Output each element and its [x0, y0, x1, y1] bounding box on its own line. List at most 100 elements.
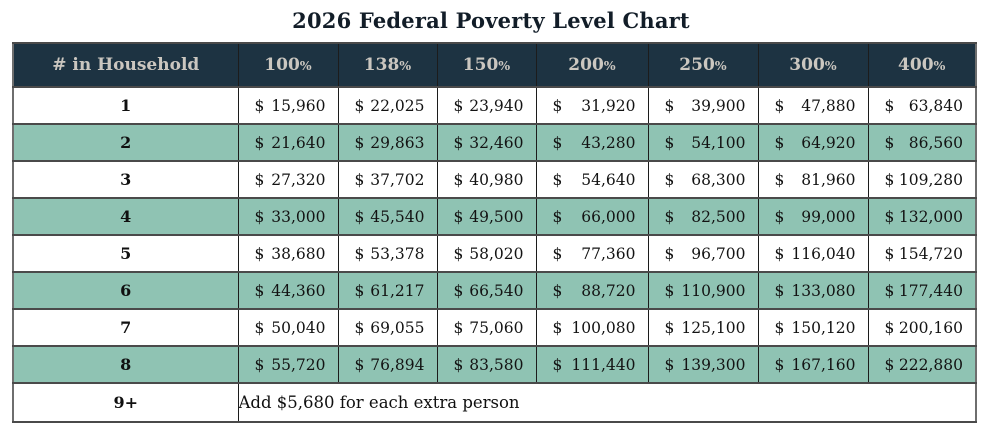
dollar-sign: $	[552, 207, 563, 226]
dollar-sign: $	[552, 318, 563, 337]
amount-cell: $66,000	[535, 197, 649, 236]
dollar-sign: $	[884, 207, 895, 226]
dollar-sign: $	[453, 133, 464, 152]
amount-cell: $150,120	[757, 308, 869, 347]
amount-cell: $39,900	[647, 86, 759, 125]
amount-value: 66,000	[581, 207, 636, 226]
amount-value: 200,160	[898, 318, 963, 337]
percent-sign: %	[714, 58, 727, 73]
amount-cell: $33,000	[237, 197, 339, 236]
percent-header-cell: 200%	[535, 42, 649, 88]
page-title: 2026 Federal Poverty Level Chart	[292, 8, 690, 33]
dollar-sign: $	[774, 133, 785, 152]
amount-layout: $58,020	[438, 245, 535, 263]
table-row: 8 $55,720 $76,894 $83,580 $111,440 $139,300 $1…	[12, 345, 977, 384]
amount-layout: $55,720	[239, 356, 337, 374]
amount-layout: $82,500	[649, 207, 757, 226]
amount-layout: $75,060	[438, 319, 535, 337]
amount-value: 38,680	[271, 244, 326, 263]
amount-layout: $50,040	[239, 318, 337, 337]
amount-value: 68,300	[691, 170, 746, 189]
dollar-sign: $	[254, 318, 265, 337]
amount-value: 154,720	[898, 244, 963, 263]
amount-layout: $109,280	[869, 171, 975, 189]
amount-cell: $154,720	[867, 234, 977, 273]
amount-value: 63,840	[908, 96, 963, 115]
amount-layout: $132,000	[869, 207, 975, 226]
dollar-sign: $	[254, 244, 265, 263]
dollar-sign: $	[254, 96, 265, 115]
dollar-sign: $	[774, 318, 785, 337]
table-row: 7 $50,040 $69,055 $75,060 $100,080 $125,100 $1…	[12, 308, 977, 347]
amount-layout: $133,080	[759, 281, 867, 300]
amount-value: 22,025	[370, 96, 425, 115]
table-row: 1 $15,960 $22,025 $23,940 $31,920 $39,900 $47,…	[12, 86, 977, 125]
amount-layout: $47,880	[759, 96, 867, 115]
amount-value: 54,640	[581, 170, 636, 189]
amount-value: 50,040	[271, 318, 326, 337]
amount-cell: $82,500	[647, 197, 759, 236]
amount-layout: $27,320	[239, 171, 337, 189]
amount-cell: $53,378	[337, 234, 438, 273]
dollar-sign: $	[664, 207, 675, 226]
amount-layout: $15,960	[239, 96, 337, 115]
amount-value: 32,460	[469, 133, 524, 152]
amount-value: 54,100	[691, 133, 746, 152]
dollar-sign: $	[884, 355, 895, 374]
amount-layout: $116,040	[759, 245, 867, 263]
amount-cell: $44,360	[237, 271, 339, 310]
percent-header-value: 150	[462, 55, 499, 75]
amount-layout: $53,378	[339, 244, 436, 263]
amount-layout: $66,540	[438, 282, 535, 300]
household-cell: 4	[12, 197, 239, 236]
household-cell: 1	[12, 86, 239, 125]
amount-value: 167,160	[791, 355, 856, 374]
amount-value: 110,900	[681, 281, 746, 300]
amount-layout: $38,680	[239, 244, 337, 263]
dollar-sign: $	[664, 355, 675, 374]
amount-cell: $100,080	[535, 308, 649, 347]
percent-header-cell: 100%	[237, 42, 339, 88]
amount-cell: $32,460	[436, 123, 537, 162]
percent-sign: %	[824, 58, 837, 73]
amount-cell: $96,700	[647, 234, 759, 273]
dollar-sign: $	[774, 281, 785, 300]
household-cell: 6	[12, 271, 239, 310]
amount-cell: $31,920	[535, 86, 649, 125]
amount-cell: $29,863	[337, 123, 438, 162]
household-header-cell: # in Household	[12, 42, 239, 88]
amount-cell: $38,680	[237, 234, 339, 273]
amount-value: 45,540	[370, 207, 425, 226]
amount-value: 222,880	[898, 355, 963, 374]
household-cell: 8	[12, 345, 239, 384]
amount-value: 39,900	[691, 96, 746, 115]
percent-header-value: 300	[789, 55, 825, 75]
amount-cell: $54,640	[535, 160, 649, 199]
header-row: # in Household 100% 138% 150% 200% 250% 300% 4…	[12, 42, 977, 88]
amount-value: 82,500	[691, 207, 746, 226]
amount-layout: $45,540	[339, 207, 436, 226]
amount-layout: $49,500	[438, 208, 535, 226]
dollar-sign: $	[552, 96, 563, 115]
amount-cell: $81,960	[757, 160, 869, 199]
amount-layout: $23,940	[438, 97, 535, 115]
dollar-sign: $	[884, 133, 895, 152]
amount-cell: $61,217	[337, 271, 438, 310]
amount-layout: $77,360	[537, 245, 647, 263]
amount-cell: $99,000	[757, 197, 869, 236]
percent-header-value: 400	[898, 55, 934, 75]
amount-cell: $45,540	[337, 197, 438, 236]
amount-cell: $15,960	[237, 86, 339, 125]
amount-layout: $39,900	[649, 96, 757, 115]
dollar-sign: $	[354, 170, 365, 189]
dollar-sign: $	[453, 170, 464, 189]
household-cell: 5	[12, 234, 239, 273]
dollar-sign: $	[664, 244, 675, 263]
amount-cell: $139,300	[647, 345, 759, 384]
dollar-sign: $	[774, 96, 785, 115]
dollar-sign: $	[664, 281, 675, 300]
amount-value: 47,880	[801, 96, 856, 115]
percent-header-value: 200	[568, 55, 604, 75]
dollar-sign: $	[354, 244, 365, 263]
amount-value: 150,120	[791, 318, 856, 337]
